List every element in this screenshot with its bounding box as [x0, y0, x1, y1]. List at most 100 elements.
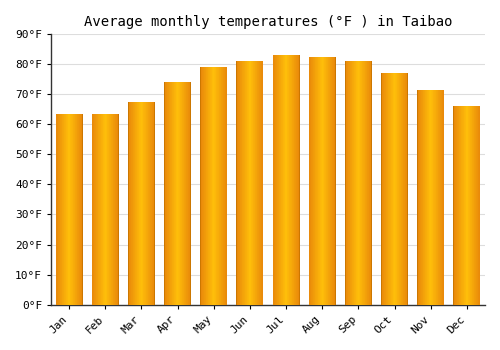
Bar [352, 61, 353, 304]
Bar [241, 61, 242, 304]
Bar [389, 74, 390, 304]
Bar [417, 90, 418, 304]
Bar [366, 61, 367, 304]
Bar [94, 114, 95, 304]
Bar [348, 61, 349, 304]
Bar [461, 106, 462, 304]
Bar [326, 57, 327, 304]
Bar [381, 74, 382, 304]
Bar [430, 90, 431, 304]
Bar [473, 106, 474, 304]
Bar [361, 61, 362, 304]
Bar [62, 114, 63, 304]
Bar [103, 114, 104, 304]
Bar [332, 57, 333, 304]
Bar [200, 67, 201, 304]
Bar [385, 74, 386, 304]
Bar [368, 61, 370, 304]
Bar [296, 55, 297, 304]
Bar [206, 67, 207, 304]
Bar [179, 82, 180, 304]
Bar [76, 114, 77, 304]
Bar [258, 61, 260, 304]
Bar [72, 114, 73, 304]
Bar [118, 114, 119, 304]
Bar [289, 55, 290, 304]
Bar [205, 67, 206, 304]
Bar [315, 57, 316, 304]
Bar [190, 82, 191, 304]
Bar [112, 114, 114, 304]
Bar [201, 67, 202, 304]
Bar [236, 61, 237, 304]
Bar [346, 61, 347, 304]
Bar [437, 90, 438, 304]
Bar [274, 55, 275, 304]
Bar [272, 55, 273, 304]
Bar [57, 114, 58, 304]
Bar [405, 74, 406, 304]
Bar [175, 82, 176, 304]
Bar [472, 106, 473, 304]
Bar [463, 106, 464, 304]
Bar [142, 102, 143, 304]
Bar [394, 74, 396, 304]
Bar [148, 102, 149, 304]
Bar [318, 57, 319, 304]
Bar [151, 102, 152, 304]
Bar [246, 61, 247, 304]
Bar [471, 106, 472, 304]
Bar [435, 90, 436, 304]
Bar [436, 90, 437, 304]
Bar [360, 61, 361, 304]
Bar [475, 106, 476, 304]
Bar [248, 61, 250, 304]
Bar [319, 57, 320, 304]
Bar [426, 90, 428, 304]
Bar [469, 106, 470, 304]
Bar [104, 114, 106, 304]
Bar [400, 74, 402, 304]
Bar [310, 57, 312, 304]
Bar [358, 61, 359, 304]
Bar [354, 61, 355, 304]
Bar [80, 114, 82, 304]
Bar [299, 55, 300, 304]
Bar [313, 57, 314, 304]
Bar [330, 57, 331, 304]
Bar [61, 114, 62, 304]
Bar [218, 67, 219, 304]
Bar [221, 67, 222, 304]
Bar [325, 57, 326, 304]
Bar [174, 82, 175, 304]
Bar [77, 114, 78, 304]
Bar [402, 74, 404, 304]
Bar [335, 57, 336, 304]
Bar [59, 114, 60, 304]
Bar [460, 106, 461, 304]
Bar [219, 67, 220, 304]
Bar [263, 61, 264, 304]
Bar [164, 82, 166, 304]
Bar [349, 61, 350, 304]
Bar [359, 61, 360, 304]
Bar [347, 61, 348, 304]
Bar [170, 82, 171, 304]
Bar [178, 82, 179, 304]
Bar [345, 61, 346, 304]
Bar [60, 114, 61, 304]
Bar [99, 114, 100, 304]
Bar [383, 74, 384, 304]
Bar [466, 106, 467, 304]
Bar [276, 55, 278, 304]
Bar [64, 114, 65, 304]
Bar [298, 55, 299, 304]
Bar [213, 67, 214, 304]
Bar [183, 82, 184, 304]
Bar [308, 57, 310, 304]
Bar [291, 55, 292, 304]
Bar [115, 114, 116, 304]
Bar [58, 114, 59, 304]
Bar [393, 74, 394, 304]
Bar [73, 114, 74, 304]
